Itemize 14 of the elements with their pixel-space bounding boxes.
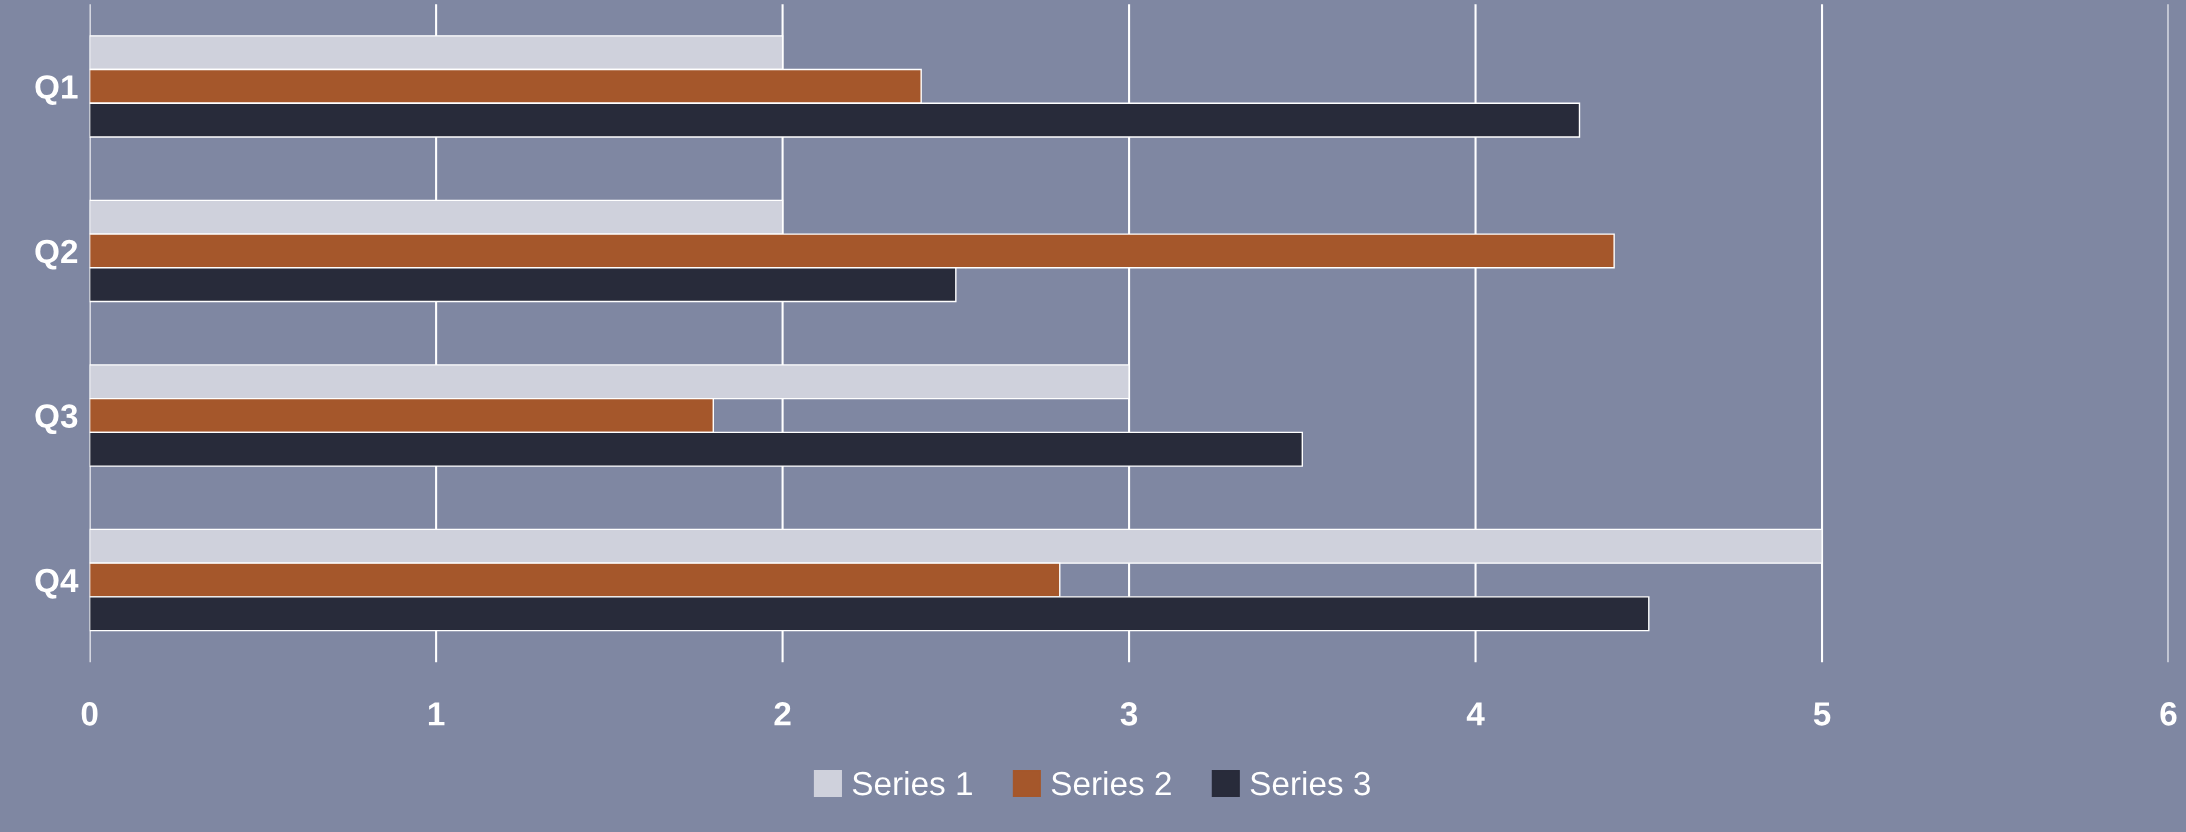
x-tick-label: 6 [2160, 702, 2177, 726]
y-tick-label: Q2 [35, 239, 78, 270]
y-tick-label: Q3 [35, 404, 78, 435]
x-tick-label: 0 [81, 702, 98, 726]
x-tick-label: 5 [1813, 702, 1831, 726]
x-tick-label: 1 [428, 702, 445, 726]
y-tick-label: Q4 [35, 568, 79, 599]
x-tick-label: 2 [774, 702, 791, 726]
legend-label: Series 1 [852, 770, 972, 796]
legend-label: Series 3 [1250, 770, 1370, 796]
y-tick-label: Q1 [35, 75, 78, 106]
x-tick-label: 3 [1120, 702, 1138, 726]
legend-label: Series 2 [1051, 770, 1171, 796]
x-tick-label: 4 [1466, 702, 1485, 726]
